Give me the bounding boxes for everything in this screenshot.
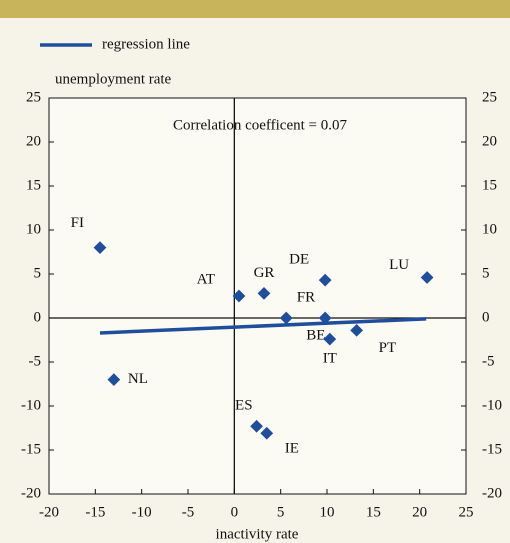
point-label: PT [379, 340, 397, 356]
y-tick-label: 10 [26, 221, 41, 237]
data-point [232, 289, 246, 303]
point-label: IT [323, 351, 337, 367]
point-label: GR [254, 265, 275, 281]
data-point [107, 373, 121, 386]
point-label: IE [285, 441, 299, 457]
data-point [420, 271, 434, 284]
legend-label: regression line [102, 36, 190, 52]
y2-tick-label: 5 [482, 265, 490, 281]
x-tick-label: -20 [39, 504, 59, 520]
point-label: ES [235, 398, 253, 414]
y-tick-label: -10 [21, 397, 41, 413]
data-point [318, 311, 332, 325]
y-tick-label: 25 [26, 89, 41, 105]
y2-tick-label: -5 [482, 353, 495, 369]
x-tick-label: -10 [132, 504, 152, 520]
y2-tick-label: 25 [482, 89, 497, 105]
data-point [250, 419, 263, 433]
x-tick-label: 15 [366, 504, 381, 520]
y2-tick-label: 20 [482, 133, 497, 149]
x-tick-label: 5 [277, 504, 285, 520]
data-point [279, 311, 293, 325]
point-label: DE [289, 252, 309, 268]
regression-line [99, 317, 427, 335]
x-tick-label: 0 [231, 504, 239, 520]
point-label: FR [297, 289, 315, 305]
x-tick-label: -5 [182, 504, 195, 520]
data-point [350, 323, 364, 337]
y-tick-label: -5 [29, 353, 42, 369]
data-point [318, 273, 332, 287]
y2-tick-label: 10 [482, 221, 497, 237]
y2-tick-label: 15 [482, 177, 497, 193]
point-label: AT [197, 271, 215, 287]
header-bar [0, 0, 510, 18]
y-tick-label: 0 [34, 309, 42, 325]
x-tick-label: 20 [412, 504, 427, 520]
data-point [323, 332, 337, 346]
y-axis-label: unemployment rate [55, 71, 172, 87]
y2-tick-label: -10 [482, 397, 502, 413]
point-label: FI [71, 215, 84, 231]
point-label: BE [306, 327, 325, 343]
y2-tick-label: 0 [482, 309, 490, 325]
y-tick-label: -15 [21, 441, 41, 457]
y2-tick-label: -15 [482, 441, 502, 457]
x-tick-label: 10 [320, 504, 335, 520]
data-point [257, 286, 271, 300]
y-tick-label: 5 [34, 265, 42, 281]
x-axis-label: inactivity rate [216, 526, 299, 542]
x-tick-label: 25 [459, 504, 474, 520]
plot-area [48, 97, 467, 495]
y-tick-label: -20 [21, 485, 41, 501]
x-tick-label: -15 [85, 504, 105, 520]
data-point [93, 241, 107, 254]
y-tick-label: 20 [26, 133, 41, 149]
point-label: LU [389, 257, 409, 273]
data-point [260, 426, 274, 440]
y-tick-label: 15 [26, 177, 41, 193]
y2-tick-label: -20 [482, 485, 502, 501]
annotation: Correlation coefficent = 0.07 [173, 117, 347, 133]
point-label: NL [128, 371, 148, 387]
